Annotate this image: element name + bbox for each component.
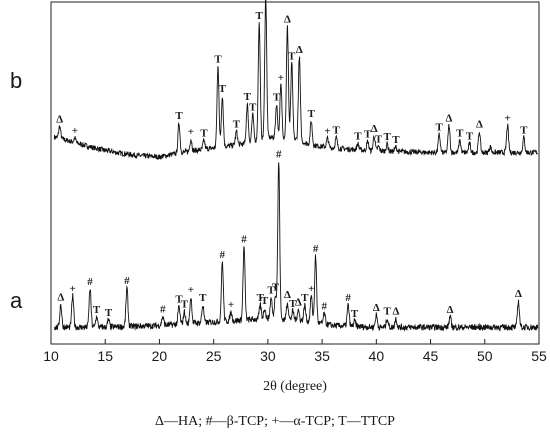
peak-marker-b-22: Δ [371,123,378,135]
peak-marker-a-30: Δ [392,306,399,318]
peak-marker-b-26: T [436,122,444,134]
peak-marker-a-5: # [124,275,130,287]
series-label-a: a [10,288,23,313]
peak-marker-b-7: T [233,118,241,130]
x-axis-ticks: 10 15 20 25 30 35 40 45 50 55 [43,339,547,364]
legend-caption: Δ—HA; #—β-TCP; +—α-TCP; T—TTCP [155,414,395,429]
peak-marker-b-32: + [504,113,510,125]
peak-marker-a-25: # [322,301,328,313]
peak-marker-a-29: T [384,306,392,318]
series-label-b: b [10,68,22,93]
peak-marker-a-8: T [181,299,189,311]
peak-marker-b-18: + [324,125,330,137]
x-tick-label-2: 20 [152,348,168,364]
peak-marker-a-24: # [313,243,319,255]
peak-marker-a-9: + [188,284,194,296]
series-line-b [53,0,539,160]
peak-marker-b-19: T [333,125,341,137]
peak-marker-a-17: T [272,281,280,293]
peak-marker-a-11: # [220,249,226,261]
peak-marker-b-25: T [392,134,400,146]
peak-marker-a-31: Δ [447,304,454,316]
peak-marker-b-33: T [520,125,528,137]
peak-marker-a-3: T [93,304,101,316]
peak-marker-a-4: T [105,307,113,319]
peak-marker-b-30: Δ [476,119,483,131]
x-tick-label-8: 50 [477,348,493,364]
peak-marker-a-16: T [267,285,275,297]
peak-marker-b-20: T [354,131,362,143]
peak-marker-a-1: + [70,283,76,295]
plot-frame [50,1,540,345]
peak-marker-b-6: T [219,83,227,95]
peak-marker-b-28: T [456,128,464,140]
x-tick-label-5: 35 [314,348,330,364]
peak-marker-b-14: Δ [284,14,291,26]
x-tick-label-7: 45 [423,348,439,364]
peak-marker-b-4: T [200,127,208,139]
peak-marker-b-21: T [364,128,372,140]
peak-marker-a-28: Δ [373,302,380,314]
peak-marker-b-3: + [188,126,194,138]
series-line-a [53,162,539,332]
x-tick-label-4: 30 [260,348,276,364]
peak-marker-a-0: Δ [57,292,64,304]
peak-marker-b-17: T [308,108,316,120]
peak-marker-a-15: T [261,295,269,307]
peak-marker-a-26: # [345,292,351,304]
diffraction-patterns: Δ+T+TTTTTTTTT+ΔTΔT+TTTΔTTTTΔTTΔ+TΔ+#TT##… [53,0,539,332]
peak-marker-a-19: Δ [284,289,291,301]
peak-marker-a-10: T [199,292,207,304]
peak-marker-a-13: # [241,234,247,246]
peak-marker-b-15: T [288,50,296,62]
peak-marker-b-24: T [384,131,392,143]
peak-marker-a-27: T [351,308,359,320]
peak-marker-b-8: T [244,91,252,103]
peak-marker-a-32: Δ [515,288,522,300]
x-tick-label-9: 55 [531,348,547,364]
peak-marker-b-1: + [72,125,78,137]
x-tick-label-3: 25 [206,348,222,364]
peak-marker-b-16: Δ [296,44,303,56]
peak-marker-a-6: # [160,304,166,316]
peak-marker-b-10: T [256,10,264,22]
peak-marker-b-9: T [249,102,257,114]
peak-marker-b-29: T [466,131,474,143]
peak-marker-b-23: T [375,134,383,146]
peak-marker-b-0: Δ [56,113,63,125]
peak-marker-a-20: T [289,298,297,310]
peak-marker-b-27: Δ [446,113,453,125]
x-axis-label: 2θ (degree) [263,379,327,394]
peak-marker-a-22: T [301,292,309,304]
peak-marker-b-5: T [214,53,222,65]
peak-marker-b-12: T [273,92,281,104]
peak-marker-b-2: T [175,110,183,122]
x-tick-label-6: 40 [369,348,385,364]
peak-marker-b-13: + [278,72,284,84]
peak-marker-a-21: Δ [295,297,302,309]
peak-marker-a-18: # [276,149,282,161]
peak-marker-a-7: T [175,294,183,306]
x-tick-label-1: 15 [97,348,113,364]
peak-marker-a-12: + [228,299,234,311]
peak-marker-a-23: + [308,283,314,295]
peak-marker-a-2: # [87,276,93,288]
x-tick-label-0: 10 [43,348,59,364]
peak-marker-a-14: T [257,292,265,304]
